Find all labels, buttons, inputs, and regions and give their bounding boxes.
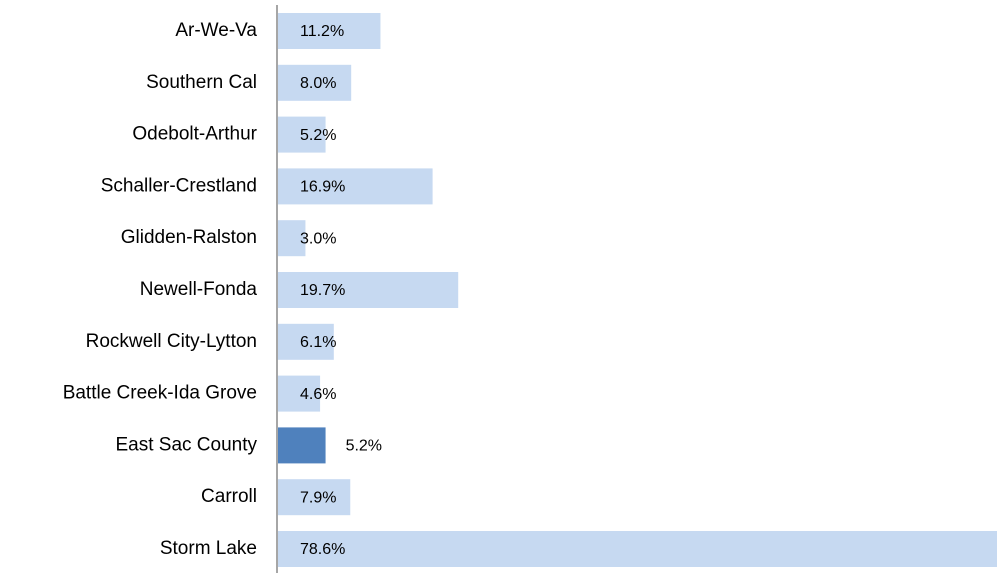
bar [278,116,326,153]
category-label: Rockwell City-Lytton [86,331,257,352]
value-label: 5.2% [300,127,336,144]
value-label: 11.2% [300,23,344,40]
category-label: East Sac County [115,434,257,455]
category-label: Glidden-Ralston [121,227,257,248]
value-label: 78.6% [300,541,345,558]
value-label: 3.0% [300,230,336,247]
value-label: 6.1% [300,334,336,351]
bar [278,375,321,412]
value-label: 8.0% [300,75,336,92]
category-label: Ar-We-Va [175,20,257,41]
category-label: Battle Creek-Ida Grove [63,383,257,404]
bar [278,323,334,360]
bar [278,427,326,464]
bar [278,531,997,567]
category-label: Carroll [201,486,257,507]
bar [278,168,433,205]
bar [278,272,459,308]
value-label: 4.6% [300,386,336,403]
bar [278,64,352,101]
bar [278,13,381,49]
category-label: Storm Lake [160,538,257,559]
value-label: 16.9% [300,179,345,196]
category-label: Newell-Fonda [140,279,258,300]
bar [278,479,351,516]
value-label: 19.7% [300,282,345,299]
category-label: Schaller-Crestland [101,175,257,196]
category-label: Odebolt-Arthur [132,124,257,145]
bar [278,220,306,257]
value-label: 7.9% [300,489,336,506]
category-label: Southern Cal [146,72,257,93]
value-label: 5.2% [346,438,382,455]
